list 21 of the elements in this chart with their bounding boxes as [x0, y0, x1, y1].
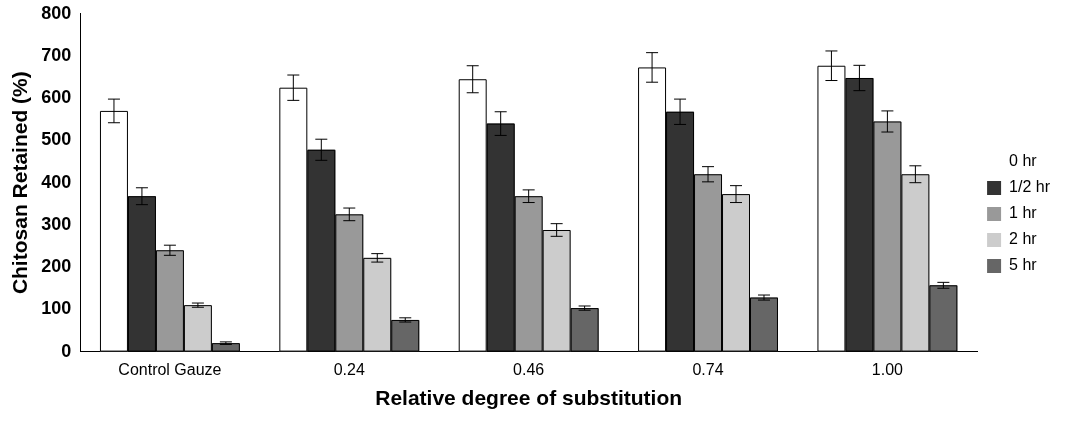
y-tick-label: 300: [41, 213, 72, 234]
y-tick-label: 800: [41, 2, 72, 23]
y-tick-label: 200: [41, 256, 72, 277]
y-tick-label: 0: [61, 340, 72, 361]
x-tick-label: 0.74: [692, 360, 724, 378]
y-tick-label: 600: [41, 87, 72, 108]
x-tick-label: 1.00: [871, 360, 904, 378]
x-tick-label: 0.24: [333, 360, 365, 378]
y-tick-label: 400: [41, 171, 72, 192]
text: 0 hr: [1009, 152, 1038, 170]
y-tick-label: 500: [41, 129, 72, 150]
y-axis-title: Chitosan Retained (%): [8, 71, 32, 295]
x-tick-label: Control Gauze: [118, 360, 222, 378]
legend-label: 1 hr: [1009, 204, 1038, 222]
y-tick-label: 100: [41, 298, 72, 319]
legend-label: 2 hr: [1009, 230, 1038, 248]
legend-label: 1/2 hr: [1009, 178, 1051, 196]
x-tick-label: 0.46: [513, 360, 545, 378]
x-axis-title: Relative degree of substitution: [375, 386, 683, 410]
y-tick-label: 700: [41, 44, 72, 65]
legend-label: 5 hr: [1009, 256, 1038, 274]
